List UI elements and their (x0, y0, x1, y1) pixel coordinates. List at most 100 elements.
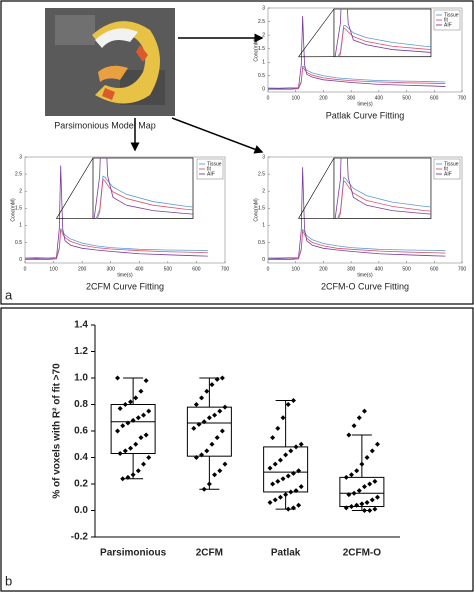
y-tick-label: 1 (262, 223, 265, 229)
data-point (348, 472, 354, 478)
data-point (128, 445, 134, 451)
data-point (298, 484, 304, 490)
data-point (270, 481, 276, 487)
panel-label: b (5, 573, 12, 588)
data-point (267, 500, 273, 506)
inset-series-line (338, 27, 431, 57)
inset (93, 158, 193, 219)
data-point (122, 448, 128, 454)
y-tick-label: 2 (262, 32, 265, 38)
y-tick-label: 0 (262, 257, 265, 263)
data-point (359, 501, 365, 507)
data-point (212, 412, 218, 418)
inset-series-line (337, 25, 431, 57)
data-point (141, 412, 147, 418)
y-tick-label: 0.4 (74, 452, 88, 463)
x-tick-label: 300 (107, 266, 116, 272)
series-line (268, 228, 446, 259)
x-axis-label: time(s) (357, 272, 373, 278)
data-point (298, 441, 304, 447)
inset-series-line (95, 175, 193, 219)
data-point (359, 461, 365, 467)
x-tick-label: 300 (347, 266, 356, 272)
y-tick-label: 1 (262, 60, 265, 66)
y-tick-label: 0.5 (258, 73, 265, 79)
data-point (351, 423, 357, 429)
y-tick-label: 2.5 (258, 19, 265, 25)
plot-frame (267, 156, 463, 264)
data-point (296, 468, 302, 474)
y-tick-label: 1.5 (15, 206, 22, 212)
x-tick-label: 2CFM-O (343, 548, 382, 559)
data-point (272, 497, 278, 503)
y-tick-label: 0.6 (74, 426, 88, 437)
data-point (372, 478, 378, 484)
y-axis-label: % of voxels with R² of fit >70 (52, 363, 63, 499)
y-tick-label: 0.5 (15, 240, 22, 246)
data-point (209, 441, 215, 447)
legend-label: AIF (207, 171, 215, 177)
x-tick-label: 700 (458, 95, 467, 101)
data-point (272, 461, 278, 467)
data-point (133, 441, 139, 447)
data-point (367, 481, 373, 487)
zoom-guide (298, 8, 335, 57)
data-point (364, 500, 370, 506)
data-point (285, 506, 291, 512)
plot-frame (267, 7, 463, 93)
data-point (146, 455, 152, 460)
y-tick-label: 1.5 (258, 46, 265, 52)
data-point (122, 402, 128, 407)
y-tick-label: 1.0 (74, 373, 88, 384)
plot-frame (24, 156, 226, 264)
data-point (214, 376, 220, 382)
x-tick-label: 100 (49, 266, 58, 272)
data-point (374, 441, 380, 447)
data-point (133, 395, 139, 401)
data-point (214, 435, 220, 441)
y-axis-label: Conc(mM) (253, 198, 259, 222)
data-point (372, 506, 378, 512)
data-point (219, 375, 225, 381)
chart-caption: 2CFM-O Curve Fitting (321, 281, 409, 291)
x-tick-label: 700 (221, 266, 230, 272)
data-point (293, 488, 299, 494)
legend-label: Tissue (444, 12, 459, 18)
data-point (135, 415, 141, 421)
data-point (288, 489, 294, 495)
box (186, 406, 232, 457)
data-point (120, 423, 126, 429)
x-tick-label: 400 (375, 266, 384, 272)
x-tick-label: 600 (430, 266, 439, 272)
data-point (290, 505, 296, 511)
data-point (361, 484, 367, 490)
series-line (25, 229, 208, 260)
x-tick-label: 0 (24, 266, 27, 272)
y-tick-label: 0.5 (258, 240, 265, 246)
data-point (117, 405, 123, 411)
legend-label: fit (207, 166, 212, 172)
data-point (206, 481, 212, 487)
data-point (280, 415, 286, 421)
y-tick-label: -0.2 (71, 532, 89, 543)
data-point (217, 468, 223, 474)
x-tick-label: 500 (402, 266, 411, 272)
data-point (219, 428, 225, 434)
zoom-guide (56, 157, 94, 219)
y-tick-label: 0.2 (74, 479, 88, 490)
y-tick-label: 0.8 (74, 399, 88, 410)
y-tick-label: 0 (262, 87, 265, 93)
data-point (193, 402, 199, 407)
legend-label: fit (444, 166, 449, 172)
data-point (277, 494, 283, 500)
data-point (356, 415, 362, 421)
data-point (290, 398, 296, 404)
legend-label: Tissue (444, 161, 459, 167)
y-tick-label: 0 (19, 257, 22, 263)
box (263, 446, 309, 493)
model-map-image (45, 8, 175, 116)
legend-label: fit (444, 17, 449, 23)
chart-caption: Patlak Curve Fitting (326, 110, 405, 120)
data-point (125, 474, 131, 480)
data-point (290, 470, 296, 476)
